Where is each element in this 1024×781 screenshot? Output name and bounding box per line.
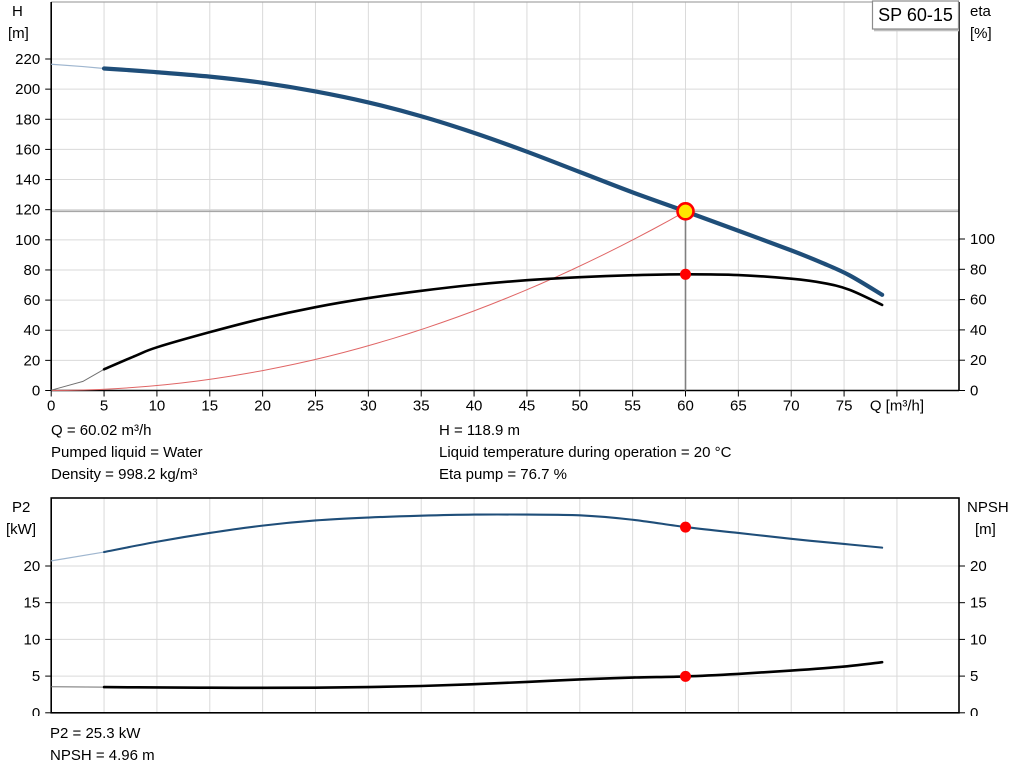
svg-text:60: 60: [24, 292, 41, 309]
svg-text:40: 40: [466, 398, 483, 415]
svg-text:75: 75: [836, 398, 853, 415]
svg-text:P2: P2: [12, 499, 30, 516]
svg-text:NPSH: NPSH: [967, 499, 1009, 516]
svg-text:180: 180: [15, 111, 40, 128]
svg-text:0: 0: [970, 705, 978, 716]
svg-text:[%]: [%]: [970, 25, 992, 42]
svg-text:0: 0: [32, 705, 40, 716]
svg-text:40: 40: [24, 322, 41, 339]
svg-text:0: 0: [47, 398, 55, 415]
svg-text:SP 60-15: SP 60-15: [878, 5, 953, 25]
svg-text:5: 5: [32, 668, 40, 685]
svg-text:25: 25: [307, 398, 324, 415]
svg-text:80: 80: [970, 261, 987, 278]
svg-text:60: 60: [677, 398, 694, 415]
svg-text:5: 5: [970, 668, 978, 685]
svg-text:70: 70: [783, 398, 800, 415]
svg-text:140: 140: [15, 172, 40, 189]
svg-text:35: 35: [413, 398, 430, 415]
svg-text:10: 10: [24, 631, 41, 648]
svg-text:80: 80: [24, 262, 41, 279]
svg-text:220: 220: [15, 51, 40, 68]
svg-text:20: 20: [970, 352, 987, 369]
svg-text:[m]: [m]: [975, 521, 996, 538]
svg-text:50: 50: [571, 398, 588, 415]
svg-text:10: 10: [970, 631, 987, 648]
svg-text:0: 0: [970, 383, 978, 400]
svg-text:[kW]: [kW]: [6, 521, 36, 538]
svg-text:20: 20: [24, 352, 41, 369]
svg-text:20: 20: [970, 558, 987, 575]
svg-text:15: 15: [24, 595, 41, 612]
svg-text:120: 120: [15, 202, 40, 219]
svg-text:10: 10: [149, 398, 166, 415]
svg-text:60: 60: [970, 292, 987, 309]
svg-text:160: 160: [15, 141, 40, 158]
svg-text:45: 45: [519, 398, 536, 415]
svg-text:H: H: [12, 3, 23, 20]
svg-text:5: 5: [100, 398, 108, 415]
svg-text:100: 100: [970, 231, 995, 248]
svg-text:20: 20: [254, 398, 271, 415]
svg-text:15: 15: [970, 595, 987, 612]
svg-text:65: 65: [730, 398, 747, 415]
svg-text:0: 0: [32, 383, 40, 400]
svg-text:100: 100: [15, 232, 40, 249]
svg-text:40: 40: [970, 322, 987, 339]
svg-text:15: 15: [201, 398, 218, 415]
svg-text:20: 20: [24, 558, 41, 575]
svg-text:200: 200: [15, 81, 40, 98]
svg-text:[m]: [m]: [8, 25, 29, 42]
svg-text:30: 30: [360, 398, 377, 415]
svg-text:55: 55: [624, 398, 641, 415]
svg-text:Q [m³/h]: Q [m³/h]: [870, 398, 924, 415]
svg-text:eta: eta: [970, 3, 992, 20]
